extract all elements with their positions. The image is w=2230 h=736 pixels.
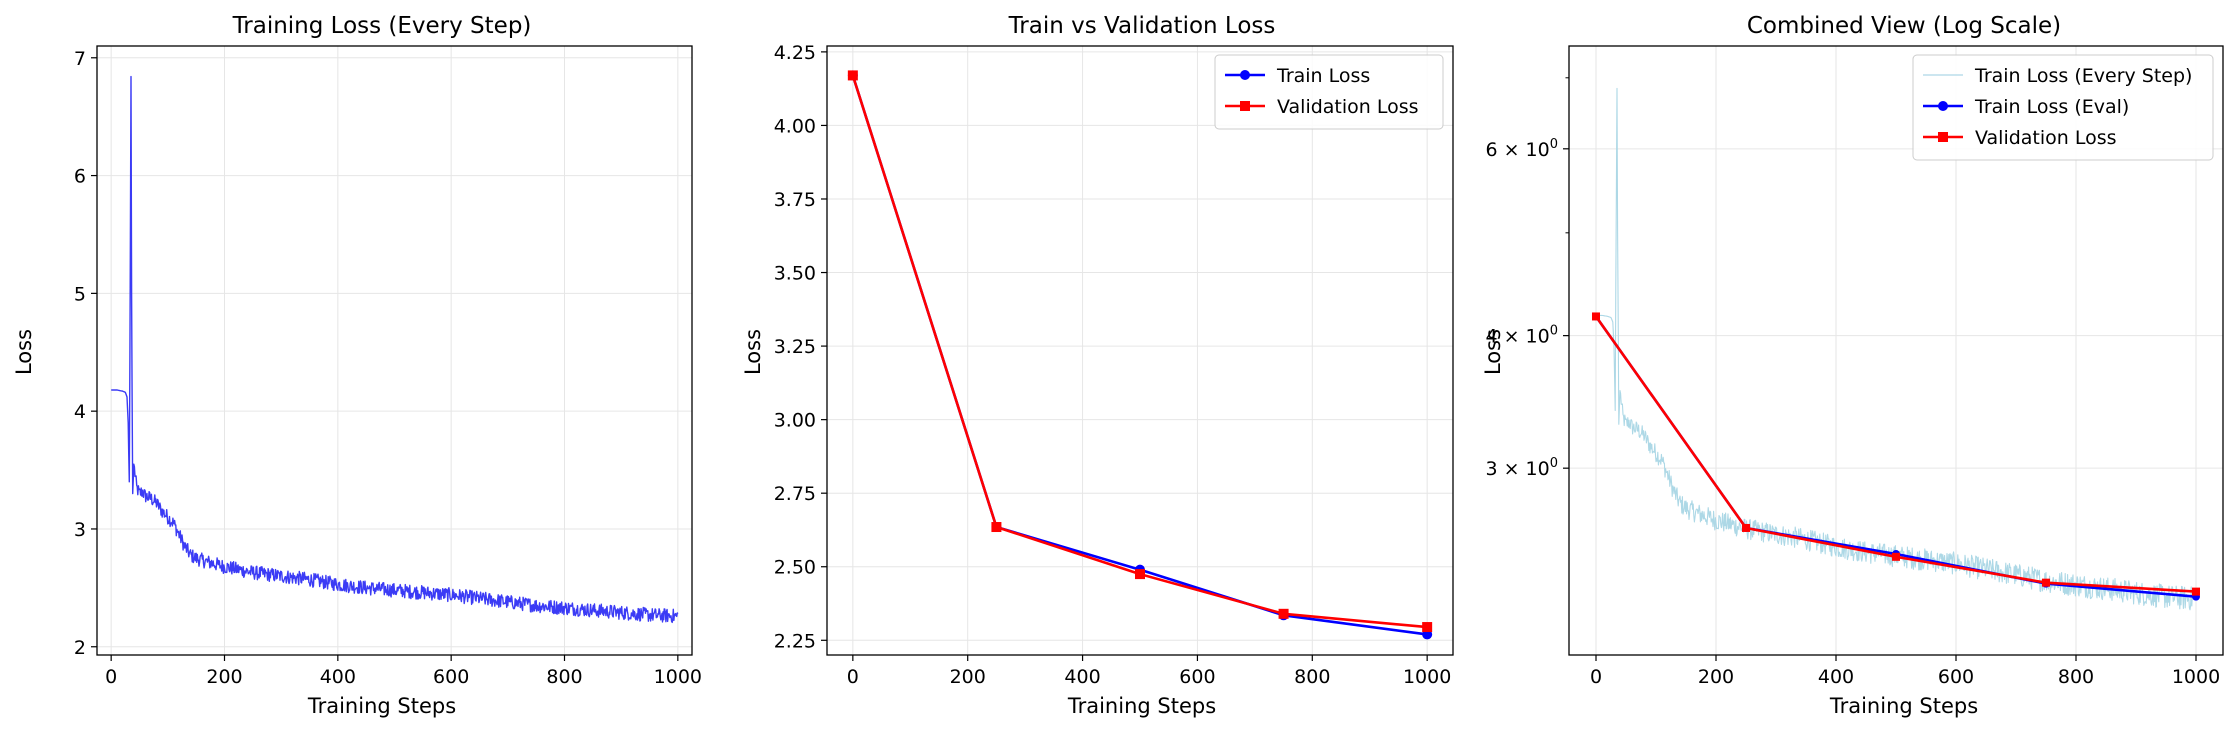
- x-axis-label: Training Steps: [1067, 694, 1216, 718]
- y-tick-label: 4.25: [774, 42, 816, 64]
- panel-combined-log: Combined View (Log Scale) Training Steps…: [1481, 13, 2224, 718]
- x-tick-label: 800: [2058, 666, 2094, 688]
- legend-label: Validation Loss: [1277, 96, 1419, 118]
- y-axis-label: Loss: [1481, 329, 1505, 375]
- legend-label: Train Loss (Every Step): [1974, 65, 2192, 87]
- data-point: [2042, 578, 2050, 587]
- chart-title: Combined View (Log Scale): [1747, 13, 2061, 39]
- legend-marker: [1240, 101, 1250, 111]
- data-point: [1892, 552, 1900, 561]
- data-point: [1278, 608, 1289, 619]
- x-tick-label: 1000: [654, 666, 702, 688]
- y-tick-label: 6: [74, 166, 86, 188]
- y-tick-label: 4 × 100: [1485, 324, 1558, 348]
- x-tick-label: 600: [1938, 666, 1974, 688]
- y-tick-label: 3: [74, 519, 86, 541]
- x-tick-label: 1000: [1403, 666, 1451, 688]
- y-tick-label: 2.50: [774, 557, 816, 579]
- y-tick-label: 3.50: [774, 263, 816, 285]
- y-tick-label: 4.00: [774, 115, 816, 137]
- legend-label: Train Loss: [1276, 65, 1370, 87]
- legend-marker: [1938, 132, 1948, 142]
- data-point: [991, 522, 1002, 533]
- x-tick-label: 800: [1294, 666, 1330, 688]
- data-point: [2192, 587, 2200, 596]
- y-tick-label: 3.75: [774, 189, 816, 211]
- legend-marker: [1938, 101, 1948, 111]
- x-tick-label: 200: [1698, 666, 1734, 688]
- x-tick-label: 600: [1179, 666, 1215, 688]
- x-axis-label: Training Steps: [307, 694, 456, 718]
- series-line: [1596, 87, 2197, 611]
- y-tick-label: 2.25: [774, 630, 816, 652]
- x-tick-label: 0: [1590, 666, 1602, 688]
- y-tick-label: 3.00: [774, 410, 816, 432]
- y-tick-label: 4: [74, 401, 86, 423]
- data-point: [1135, 569, 1145, 580]
- y-tick-label: 7: [74, 48, 86, 70]
- y-tick-label: 6 × 100: [1485, 137, 1558, 161]
- axes-frame: [1568, 45, 2224, 656]
- series-line: [851, 75, 1428, 629]
- chart-title: Train vs Validation Loss: [1008, 13, 1276, 39]
- series-line: [110, 75, 679, 624]
- x-tick-label: 0: [105, 666, 117, 688]
- data-point: [1422, 622, 1433, 633]
- y-tick-label: 2: [74, 637, 86, 659]
- x-tick-label: 400: [320, 666, 356, 688]
- legend-box: [1214, 54, 1444, 130]
- x-tick-label: 1000: [2172, 666, 2220, 688]
- data-point: [847, 70, 858, 81]
- x-tick-label: 400: [1064, 666, 1100, 688]
- x-tick-label: 400: [1818, 666, 1854, 688]
- x-tick-label: 200: [206, 666, 242, 688]
- x-tick-label: 600: [433, 666, 469, 688]
- data-point: [1592, 312, 1600, 321]
- x-tick-label: 800: [546, 666, 582, 688]
- legend-box: [1912, 54, 2214, 161]
- data-point: [1742, 523, 1750, 532]
- panel-train-vs-validation: Train vs Validation Loss Training Steps …: [741, 13, 1454, 718]
- x-tick-label: 0: [847, 666, 859, 688]
- panel-training-loss: Training Loss (Every Step) Training Step…: [12, 13, 702, 718]
- axes-frame: [96, 45, 693, 656]
- legend-label: Validation Loss: [1975, 127, 2117, 149]
- x-axis-label: Training Steps: [1829, 694, 1978, 718]
- legend-marker: [1240, 70, 1250, 80]
- y-axis-label: Loss: [12, 329, 36, 375]
- y-axis-label: Loss: [741, 329, 765, 375]
- x-tick-label: 200: [950, 666, 986, 688]
- y-tick-label: 2.75: [774, 483, 816, 505]
- series-line: [851, 75, 1428, 636]
- y-tick-label: 5: [74, 283, 86, 305]
- y-tick-label: 3.25: [774, 336, 816, 358]
- legend-label: Train Loss (Eval): [1974, 96, 2129, 118]
- y-tick-label: 3 × 100: [1485, 456, 1558, 480]
- chart-title: Training Loss (Every Step): [232, 13, 532, 39]
- axes-frame: [826, 45, 1454, 656]
